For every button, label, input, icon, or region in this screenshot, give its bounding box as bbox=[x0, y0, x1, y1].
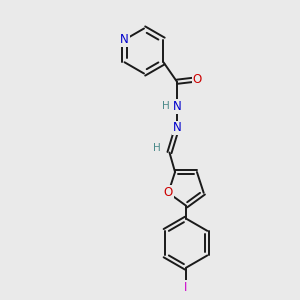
Text: O: O bbox=[164, 186, 173, 199]
Text: O: O bbox=[193, 73, 202, 86]
Text: N: N bbox=[120, 33, 129, 46]
Text: H: H bbox=[153, 143, 161, 153]
Text: I: I bbox=[184, 281, 188, 294]
Text: H: H bbox=[162, 101, 170, 111]
Text: N: N bbox=[172, 122, 182, 134]
Text: N: N bbox=[172, 100, 182, 113]
